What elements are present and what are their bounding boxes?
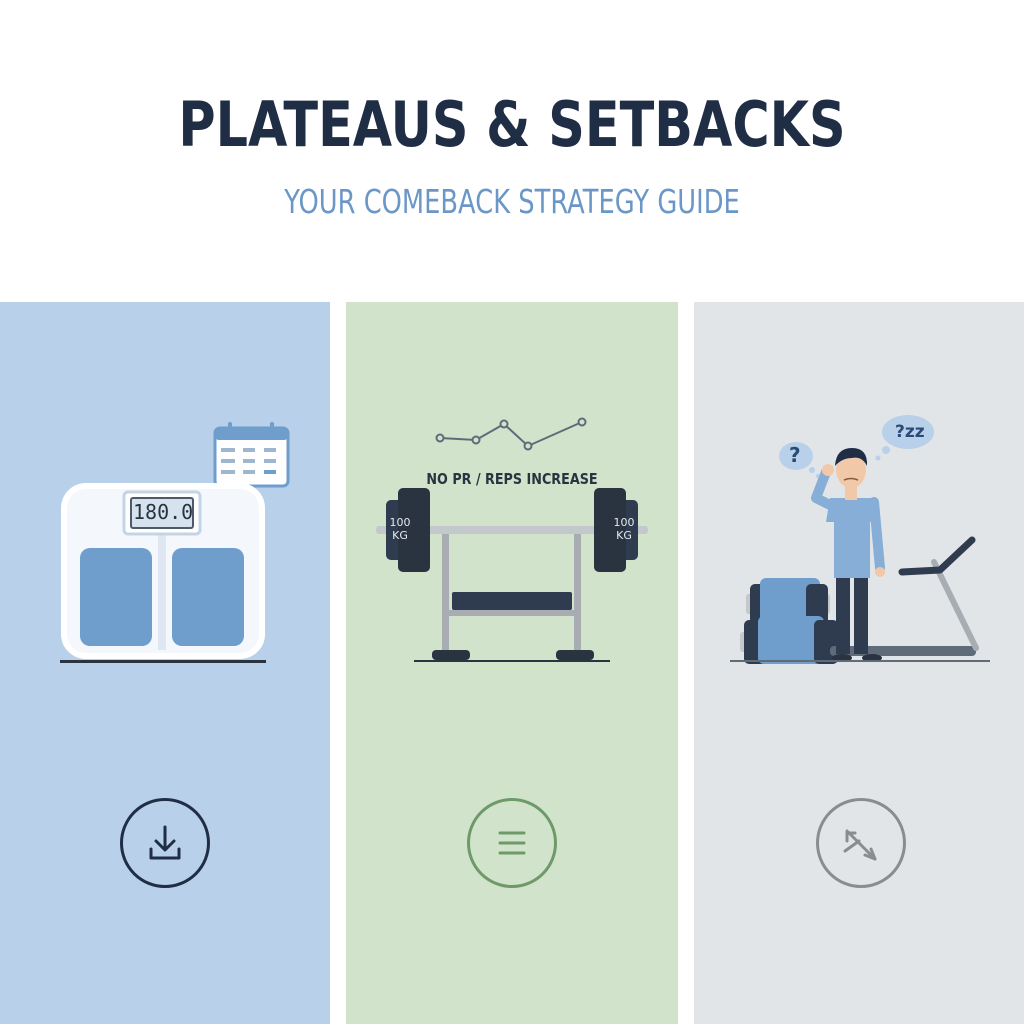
page-subtitle: YOUR COMEBACK STRATEGY GUIDE	[113, 182, 912, 221]
download-icon	[123, 801, 207, 885]
bench-illustration	[346, 302, 678, 1024]
crossed-arrows-icon	[819, 801, 903, 885]
panel-motivation-setback: ? ?zz	[694, 302, 1024, 1024]
panel-strength-plateau: NO PR / REPS INCREASE 100 KG 100 KG	[346, 302, 678, 1024]
question-bubble-text: ?	[789, 443, 801, 467]
page-title: PLATEAUS & SETBACKS	[92, 88, 932, 161]
plate-label-right: 100 KG	[609, 516, 639, 542]
panel-weight-plateau: 180.0	[0, 302, 330, 1024]
dumbbell-stack-icon	[740, 578, 838, 664]
menu-lines-icon	[470, 801, 554, 885]
crossed-arrows-circle-button	[816, 798, 906, 888]
trend-line-icon	[437, 419, 586, 450]
plate-label-left: 100 KG	[385, 516, 415, 542]
scale-illustration	[0, 302, 330, 1024]
calendar-icon	[215, 422, 288, 486]
fatigue-illustration	[694, 302, 1024, 1024]
menu-circle-button	[467, 798, 557, 888]
download-circle-button	[120, 798, 210, 888]
header: PLATEAUS & SETBACKS YOUR COMEBACK STRATE…	[0, 0, 1024, 300]
sleep-bubble-text: ?zz	[895, 422, 925, 442]
chart-label: NO PR / REPS INCREASE	[371, 470, 653, 488]
scale-readout: 180.0	[133, 500, 189, 524]
barbell-bench-icon	[376, 488, 648, 662]
